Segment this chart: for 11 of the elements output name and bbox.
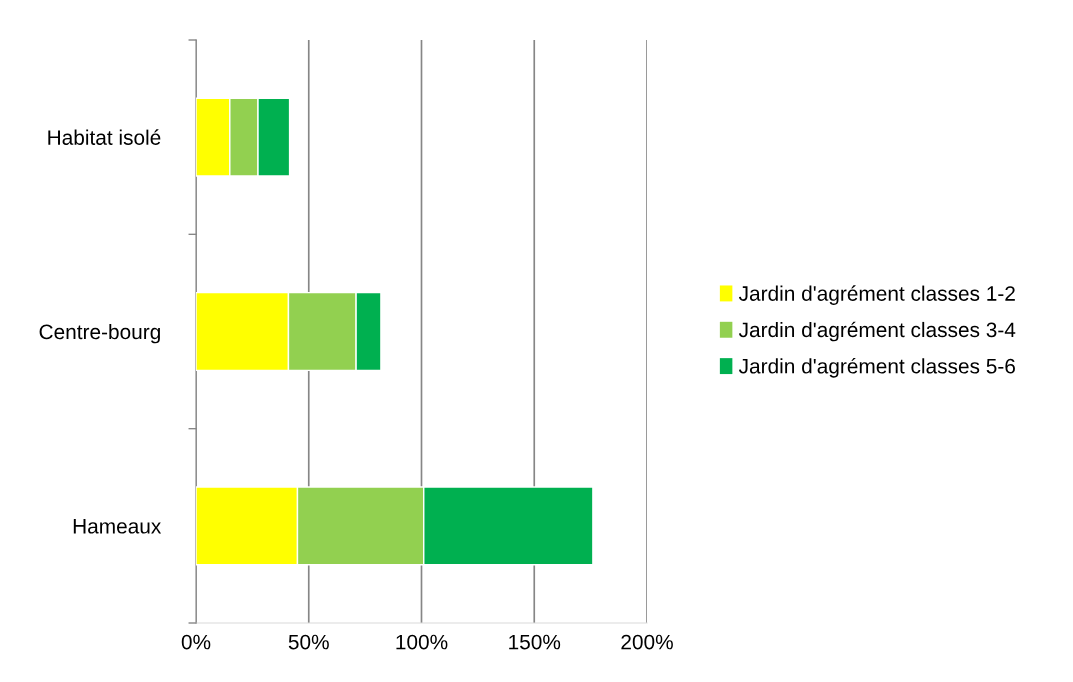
y-tick-label: Habitat isolé [48,129,161,145]
x-tick-label: 50% [288,634,329,650]
x-tick-label: 100% [396,634,448,650]
legend-label: Jardin d'agrément classes 1-2 [738,285,1015,305]
x-tick-label: 0% [181,634,211,650]
x-tick-label: 150% [509,634,561,650]
legend-label: Jardin d'agrément classes 3-4 [738,321,1016,342]
y-tick-label: Centre-bourg [39,323,160,344]
legend-label: Jardin d'agrément classes 5-6 [738,358,1015,378]
x-tick-label: 200% [621,634,673,650]
y-tick-label: Hameaux [73,519,162,534]
